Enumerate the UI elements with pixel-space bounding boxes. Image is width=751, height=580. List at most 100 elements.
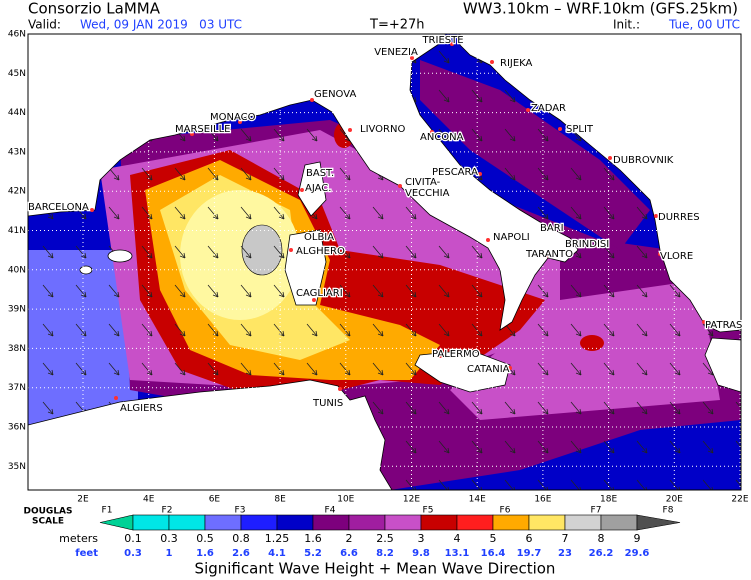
colorbar-box	[420, 514, 458, 531]
lat-label: 37N	[8, 383, 26, 393]
lon-label: 22E	[731, 495, 748, 505]
feet-value: 9.8	[412, 548, 430, 559]
meters-value: 5	[490, 532, 497, 545]
city-label: BARCELONA	[28, 202, 89, 213]
city-dot	[90, 208, 94, 212]
feet-value: 5.2	[304, 548, 322, 559]
city-dot	[490, 60, 494, 64]
meters-value: 4	[454, 532, 461, 545]
lat-label: 35N	[8, 462, 26, 472]
lat-label: 42N	[8, 187, 26, 197]
lon-label: 8E	[274, 495, 286, 505]
meters-value: 2.5	[376, 532, 394, 545]
city-label: TARANTO	[525, 249, 573, 260]
init-time: Tue, 00 UTC	[668, 18, 740, 32]
colorbar-box	[312, 514, 350, 531]
lon-label: 4E	[143, 495, 155, 505]
city-dot	[300, 188, 304, 192]
city-dot	[238, 120, 242, 124]
lon-label: 12E	[403, 495, 420, 505]
meters-value: 1.25	[265, 532, 290, 545]
city-label: BARI	[540, 223, 564, 234]
city-label: MARSEILLE	[175, 124, 231, 135]
city-dot	[553, 228, 557, 232]
colorbar-box	[492, 514, 530, 531]
city-dot	[114, 396, 118, 400]
colorbar-box	[384, 514, 422, 531]
city-label: BAST.	[306, 168, 334, 179]
feet-value: 1	[166, 548, 173, 559]
meters-value: 8	[598, 532, 605, 545]
colorbar-end	[636, 514, 681, 531]
lat-label: 43N	[8, 147, 26, 157]
city-dot	[654, 214, 658, 218]
city-dot	[310, 98, 314, 102]
city-label: CAGLIARI	[296, 288, 343, 299]
meters-value: 1.6	[304, 532, 322, 545]
model-info: WW3.10km – WRF.10km (GFS.25km)	[463, 0, 738, 18]
feet-value: 1.6	[196, 548, 214, 559]
city-label: ALGIERS	[120, 403, 163, 414]
colorbar-box	[348, 514, 386, 531]
colorbar-box	[276, 514, 314, 531]
feet-value: 0.3	[124, 548, 142, 559]
city-dot	[544, 254, 548, 258]
douglas-label: F7	[591, 506, 602, 516]
feet-value: 23	[558, 548, 572, 559]
colorbar-end	[99, 514, 134, 531]
city-label: MONACO	[210, 112, 256, 123]
city-label: DUBROVNIK	[613, 155, 674, 166]
city-dot	[526, 108, 530, 112]
header-title: Consorzio LaMMA	[28, 0, 161, 18]
colorbar-box	[456, 514, 494, 531]
city-dot	[322, 172, 326, 176]
city-dot	[410, 56, 414, 60]
land	[28, 34, 741, 490]
lon-label: 20E	[666, 495, 683, 505]
feet-value: 2.6	[232, 548, 250, 559]
douglas-label: F6	[500, 506, 511, 516]
meters-value: 0.3	[160, 532, 178, 545]
city-label: DURRES	[658, 212, 700, 223]
graticule	[28, 34, 741, 490]
city-label: RIJEKA	[500, 58, 533, 69]
legend-title: Significant Wave Height + Mean Wave Dire…	[195, 560, 556, 578]
colorbar-box	[168, 514, 206, 531]
scale-label: SCALE	[32, 517, 64, 527]
city-label: VLORE	[660, 251, 693, 262]
city-label: VECCHIA	[405, 188, 450, 199]
init-label: Init.:	[613, 18, 640, 32]
douglas-label: F8	[663, 506, 674, 516]
meters-value: 0.1	[124, 532, 142, 545]
feet-value: 4.1	[268, 548, 286, 559]
douglas-label: F5	[423, 506, 434, 516]
city-dot	[702, 320, 706, 324]
city-label: CATANIA	[467, 364, 510, 375]
lat-label: 45N	[8, 69, 26, 79]
city-label: GENOVA	[314, 89, 356, 100]
city-label: TUNIS	[312, 398, 343, 409]
lon-label: 6E	[209, 495, 221, 505]
lat-label: 46N	[8, 30, 26, 40]
city-label: VENEZIA	[374, 47, 418, 58]
meters-value: 3	[418, 532, 425, 545]
valid-label: Valid:	[28, 18, 61, 32]
city-dot	[478, 172, 482, 176]
city-label: ALGHERO	[296, 246, 345, 257]
city-dot	[486, 238, 490, 242]
lead-time: T=+27h	[369, 18, 425, 33]
colorbar-box	[600, 514, 638, 531]
city-label: SPLIT	[566, 124, 594, 135]
city-label: PESCARA	[432, 167, 478, 178]
colorbar-box	[240, 514, 278, 531]
lon-label: 16E	[534, 495, 551, 505]
city-label: LIVORNO	[360, 124, 405, 135]
city-label: ZADAR	[531, 103, 566, 114]
colorbar-box	[204, 514, 242, 531]
city-dot	[312, 298, 316, 302]
lon-label: 14E	[469, 495, 486, 505]
axis-labels: 46N 45N 44N 43N 42N 41N 40N 39N 38N 37N 36N 35N 2E 4E…	[8, 30, 749, 505]
